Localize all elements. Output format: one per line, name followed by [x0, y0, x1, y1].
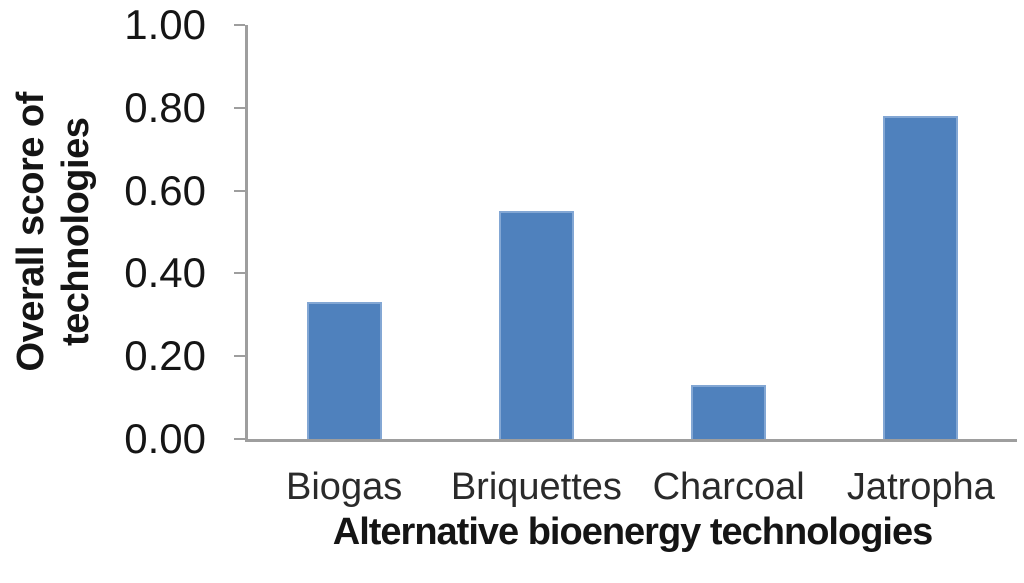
- x-category-label-charcoal: Charcoal: [652, 466, 805, 508]
- y-tick-label-0.60: 0.60: [124, 166, 206, 214]
- bar-jatropha: [883, 116, 959, 439]
- y-tick-label-0.40: 0.40: [124, 249, 206, 297]
- x-category-label-biogas: Biogas: [286, 466, 403, 508]
- y-axis-tick-labels: 0.00 0.20 0.40 0.60 0.80 1.00: [0, 0, 206, 583]
- x-axis-category-labels: Biogas Briquettes Charcoal Jatropha: [248, 468, 1017, 516]
- plot-area: [234, 24, 1017, 442]
- y-tick-label-0.20: 0.20: [124, 332, 206, 380]
- y-tick-label-1.00: 1.00: [124, 1, 206, 48]
- bar-charcoal: [691, 385, 767, 439]
- y-tick-mark: [234, 438, 245, 440]
- bar-biogas: [306, 302, 382, 439]
- x-category-label-briquettes: Briquettes: [450, 466, 622, 508]
- y-tick-label-0.00: 0.00: [124, 415, 206, 462]
- bar-briquettes: [498, 211, 574, 439]
- y-tick-mark: [234, 355, 245, 358]
- y-tick-mark: [234, 106, 245, 109]
- y-tick-mark: [234, 24, 245, 26]
- y-tick-mark: [234, 189, 245, 192]
- y-tick-mark: [234, 272, 245, 275]
- x-axis-title: Alternative bioenergy technologies: [332, 511, 933, 553]
- y-tick-label-0.80: 0.80: [124, 83, 206, 131]
- x-category-label-jatropha: Jatropha: [846, 466, 995, 508]
